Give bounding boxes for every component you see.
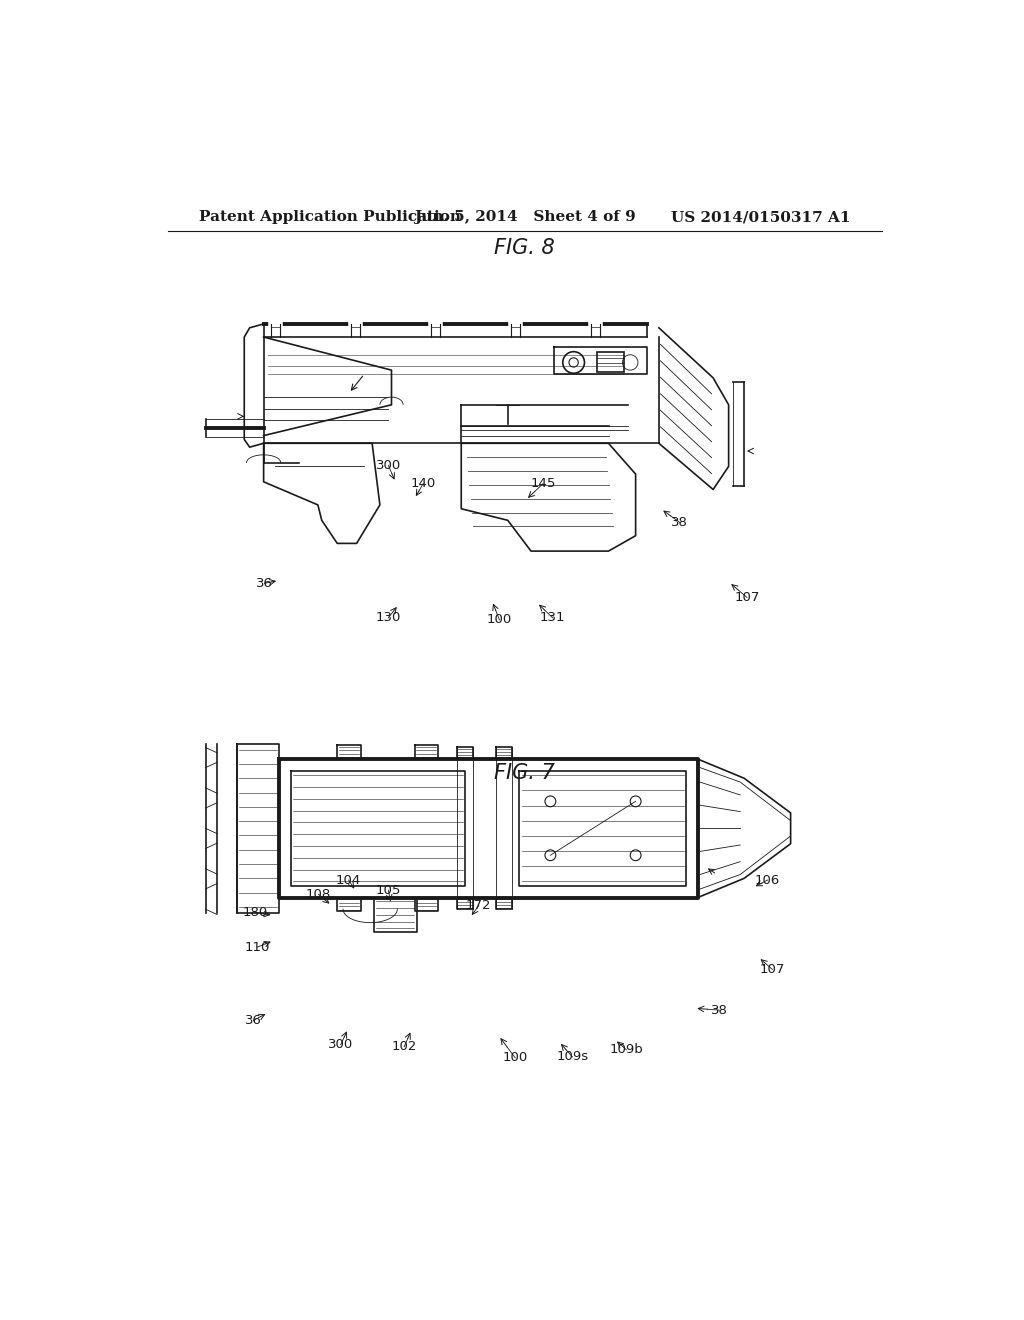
Text: 36: 36 <box>245 1014 262 1027</box>
Text: 100: 100 <box>486 614 512 627</box>
Text: 140: 140 <box>411 477 436 490</box>
Text: FIG. 8: FIG. 8 <box>495 238 555 257</box>
Text: 107: 107 <box>760 964 785 975</box>
Text: 300: 300 <box>376 459 401 471</box>
Bar <box>597 352 624 372</box>
Text: 131: 131 <box>540 611 565 624</box>
Text: 102: 102 <box>391 1040 417 1053</box>
Text: 106: 106 <box>755 874 780 887</box>
Text: 109s: 109s <box>556 1051 589 1064</box>
Text: Patent Application Publication: Patent Application Publication <box>200 210 462 224</box>
Text: 104: 104 <box>336 874 361 887</box>
Text: 110: 110 <box>245 941 270 953</box>
Text: 300: 300 <box>328 1039 353 1051</box>
Text: 105: 105 <box>376 883 401 896</box>
Text: 145: 145 <box>530 477 556 490</box>
Text: 107: 107 <box>734 591 760 605</box>
Text: Jun. 5, 2014   Sheet 4 of 9: Jun. 5, 2014 Sheet 4 of 9 <box>414 210 636 224</box>
Text: 108: 108 <box>306 888 331 900</box>
Text: FIG. 7: FIG. 7 <box>495 763 555 783</box>
Text: US 2014/0150317 A1: US 2014/0150317 A1 <box>671 210 850 224</box>
Text: 109b: 109b <box>609 1043 643 1056</box>
Text: 38: 38 <box>711 1003 728 1016</box>
Text: 130: 130 <box>376 611 401 624</box>
Text: 36: 36 <box>256 577 273 590</box>
Text: 100: 100 <box>503 1052 528 1064</box>
Text: 180: 180 <box>243 906 267 919</box>
Text: 172: 172 <box>466 899 492 912</box>
Text: 38: 38 <box>671 516 688 529</box>
